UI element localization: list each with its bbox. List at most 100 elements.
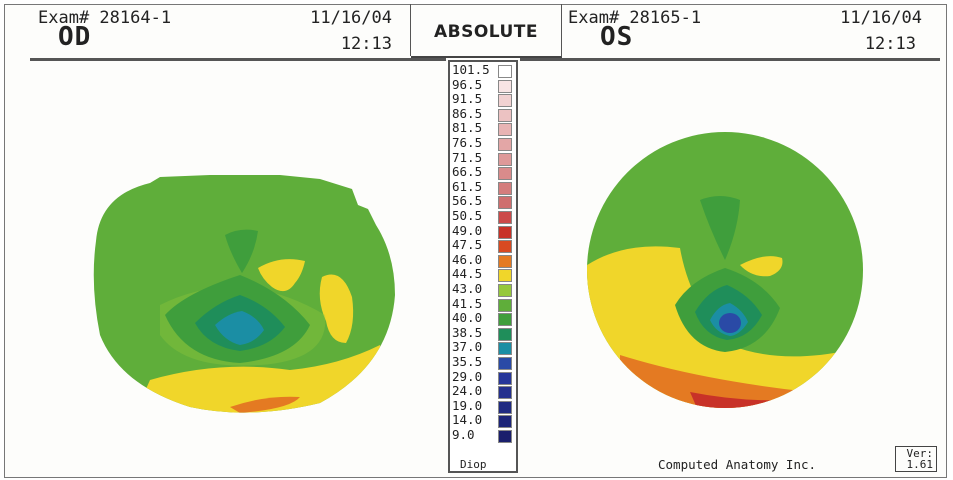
diopter-color-scale: 101.5 96.5 91.5 86.5 81.5 76.5 71.5 66.5 61.5 56.… (448, 60, 518, 473)
scale-value-label: 86.5 (452, 105, 483, 121)
os-exam-date: 11/16/04 (840, 8, 922, 28)
map-mode-title: ABSOLUTE (433, 22, 539, 42)
scale-row: 14.0 (450, 412, 516, 429)
scale-color-swatch (498, 108, 512, 122)
scale-row: 81.5 (450, 120, 516, 137)
scale-row: 56.5 (450, 193, 516, 210)
scale-color-swatch (498, 298, 512, 312)
scale-row: 49.0 (450, 222, 516, 239)
scale-unit-label: Diop (460, 458, 487, 471)
scale-row: 9.0 (450, 427, 516, 443)
scale-row: 46.0 (450, 251, 516, 268)
scale-color-swatch (498, 138, 512, 151)
scale-row: 76.5 (450, 135, 516, 151)
version-label: Ver: (906, 447, 934, 460)
scale-value-label: 40.0 (452, 310, 483, 326)
scale-value-label: 37.0 (452, 339, 483, 355)
scale-value-label: 43.0 (452, 281, 483, 296)
scale-value-label: 49.0 (452, 222, 483, 238)
version-box: Ver: 1.61 (895, 446, 937, 472)
od-exam-date: 11/16/04 (310, 8, 392, 28)
scale-row: 86.5 (450, 105, 516, 122)
scale-row: 19.0 (450, 397, 516, 414)
scale-color-swatch (498, 94, 512, 108)
scale-value-label: 81.5 (452, 120, 483, 136)
od-header-rule (30, 58, 446, 61)
scale-value-label: 14.0 (452, 412, 483, 428)
scale-row: 91.5 (450, 91, 516, 108)
scale-value-label: 56.5 (452, 193, 483, 209)
scale-value-label: 61.5 (452, 178, 483, 194)
od-exam-time: 12:13 (340, 34, 392, 54)
os-exam-time: 12:13 (864, 34, 916, 54)
scale-value-label: 47.5 (452, 237, 483, 253)
version-value: 1.61 (906, 458, 934, 471)
scale-row: 101.5 (450, 62, 516, 78)
scale-row: 47.5 (450, 237, 516, 254)
scale-value-label: 24.0 (452, 383, 483, 399)
os-topography-map (587, 132, 863, 408)
scale-value-label: 91.5 (452, 91, 483, 107)
scale-row: 71.5 (450, 149, 516, 166)
scale-color-swatch (498, 415, 512, 429)
scale-color-swatch (498, 79, 512, 93)
scale-color-swatch (498, 371, 512, 385)
scale-value-label: 101.5 (452, 62, 490, 77)
scale-row: 50.5 (450, 208, 516, 224)
scale-color-swatch (498, 196, 512, 210)
scale-color-swatch (498, 240, 512, 254)
scale-color-swatch (498, 152, 512, 166)
od-exam-number: Exam# 28164-1 (38, 8, 172, 28)
scale-color-swatch (498, 400, 512, 414)
scale-row: 29.0 (450, 368, 516, 385)
scale-value-label: 35.5 (452, 354, 483, 369)
os-exam-header: Exam# 28165-1 OS 11/16/04 12:13 (562, 4, 942, 56)
scale-row: 96.5 (450, 76, 516, 93)
scale-color-swatch (498, 386, 512, 400)
scale-color-swatch (498, 181, 512, 195)
scale-value-label: 9.0 (452, 427, 475, 442)
scale-row: 43.0 (450, 281, 516, 297)
scale-color-swatch (498, 211, 512, 224)
scale-color-swatch (498, 313, 512, 327)
scale-color-swatch (498, 167, 512, 181)
scale-value-label: 19.0 (452, 397, 483, 413)
scale-value-label: 66.5 (452, 164, 483, 180)
os-eye-label: OS (600, 22, 634, 52)
od-eye-label: OD (58, 22, 92, 52)
scale-row: 44.5 (450, 266, 516, 283)
scale-value-label: 29.0 (452, 368, 483, 384)
scale-color-swatch (498, 284, 512, 297)
os-exam-number: Exam# 28165-1 (568, 8, 702, 28)
scale-value-label: 46.0 (452, 251, 483, 267)
scale-row: 38.5 (450, 324, 516, 341)
scale-row: 40.0 (450, 310, 516, 327)
od-topography-map (93, 175, 395, 413)
scale-row: 41.5 (450, 295, 516, 312)
scale-row: 66.5 (450, 164, 516, 181)
credit-text: Computed Anatomy Inc. (658, 457, 817, 472)
scale-value-label: 76.5 (452, 135, 483, 150)
scale-color-swatch (498, 327, 512, 341)
scale-row: 37.0 (450, 339, 516, 356)
scale-color-swatch (498, 254, 512, 268)
scale-value-label: 50.5 (452, 208, 483, 223)
scale-value-label: 96.5 (452, 76, 483, 92)
scale-row: 61.5 (450, 178, 516, 195)
scale-color-swatch (498, 357, 512, 370)
scale-color-swatch (498, 342, 512, 356)
scale-color-swatch (498, 65, 512, 78)
scale-row: 24.0 (450, 383, 516, 400)
od-exam-header: Exam# 28164-1 OD 11/16/04 12:13 (4, 4, 411, 56)
scale-value-label: 44.5 (452, 266, 483, 282)
scale-value-label: 71.5 (452, 149, 483, 165)
scale-row: 35.5 (450, 354, 516, 370)
scale-color-swatch (498, 225, 512, 239)
os-header-rule (520, 58, 940, 61)
scale-value-label: 38.5 (452, 324, 483, 340)
map-mode-header: ABSOLUTE (411, 4, 562, 58)
scale-value-label: 41.5 (452, 295, 483, 311)
scale-color-swatch (498, 269, 512, 283)
scale-color-swatch (498, 123, 512, 137)
scale-color-swatch (498, 430, 512, 443)
